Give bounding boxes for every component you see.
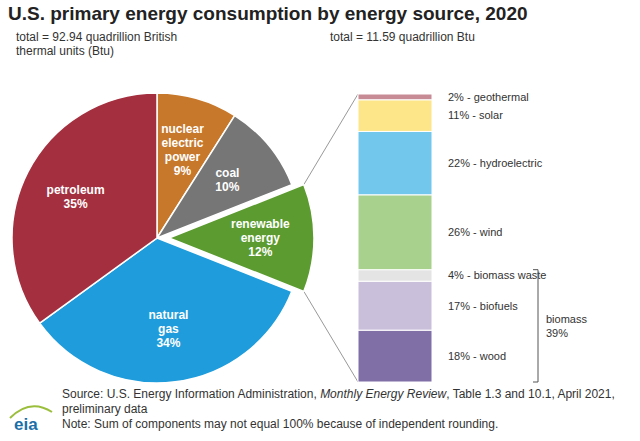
svg-text:nuclearelectricpower9%: nuclearelectricpower9%: [161, 122, 204, 178]
svg-text:renewableenergy12%: renewableenergy12%: [231, 217, 290, 259]
svg-text:4% - biomass waste: 4% - biomass waste: [448, 269, 546, 281]
svg-text:2% - geothermal: 2% - geothermal: [448, 91, 529, 103]
svg-text:39%: 39%: [546, 327, 568, 339]
svg-text:18% - wood: 18% - wood: [448, 350, 506, 362]
svg-text:22% - hydroelectric: 22% - hydroelectric: [448, 157, 543, 169]
svg-text:petroleum35%: petroleum35%: [47, 183, 105, 211]
svg-text:11% - solar: 11% - solar: [448, 109, 503, 121]
html-text:Source: U.S. Energy Informatio: Source: U.S. Energy Information Administ…: [62, 387, 615, 416]
svg-text:coal10%: coal10%: [215, 166, 239, 194]
svg-text:17% - biofuels: 17% - biofuels: [448, 300, 518, 312]
svg-text:naturalgas34%: naturalgas34%: [148, 308, 188, 350]
html-text:Note: Sum of components may no: Note: Sum of components may not equal 10…: [62, 417, 499, 431]
svg-text:biomass: biomass: [546, 313, 587, 325]
html-text:U.S. primary energy consumptio: U.S. primary energy consumption by energ…: [8, 3, 528, 24]
html-text:total = 11.59 quadrillion Btu: total = 11.59 quadrillion Btu: [330, 30, 475, 44]
svg-text:26% - wind: 26% - wind: [448, 226, 502, 238]
svg-text:eia: eia: [14, 415, 38, 434]
html-text:total = 92.94 quadrillion Brit: total = 92.94 quadrillion British therma…: [16, 30, 178, 58]
